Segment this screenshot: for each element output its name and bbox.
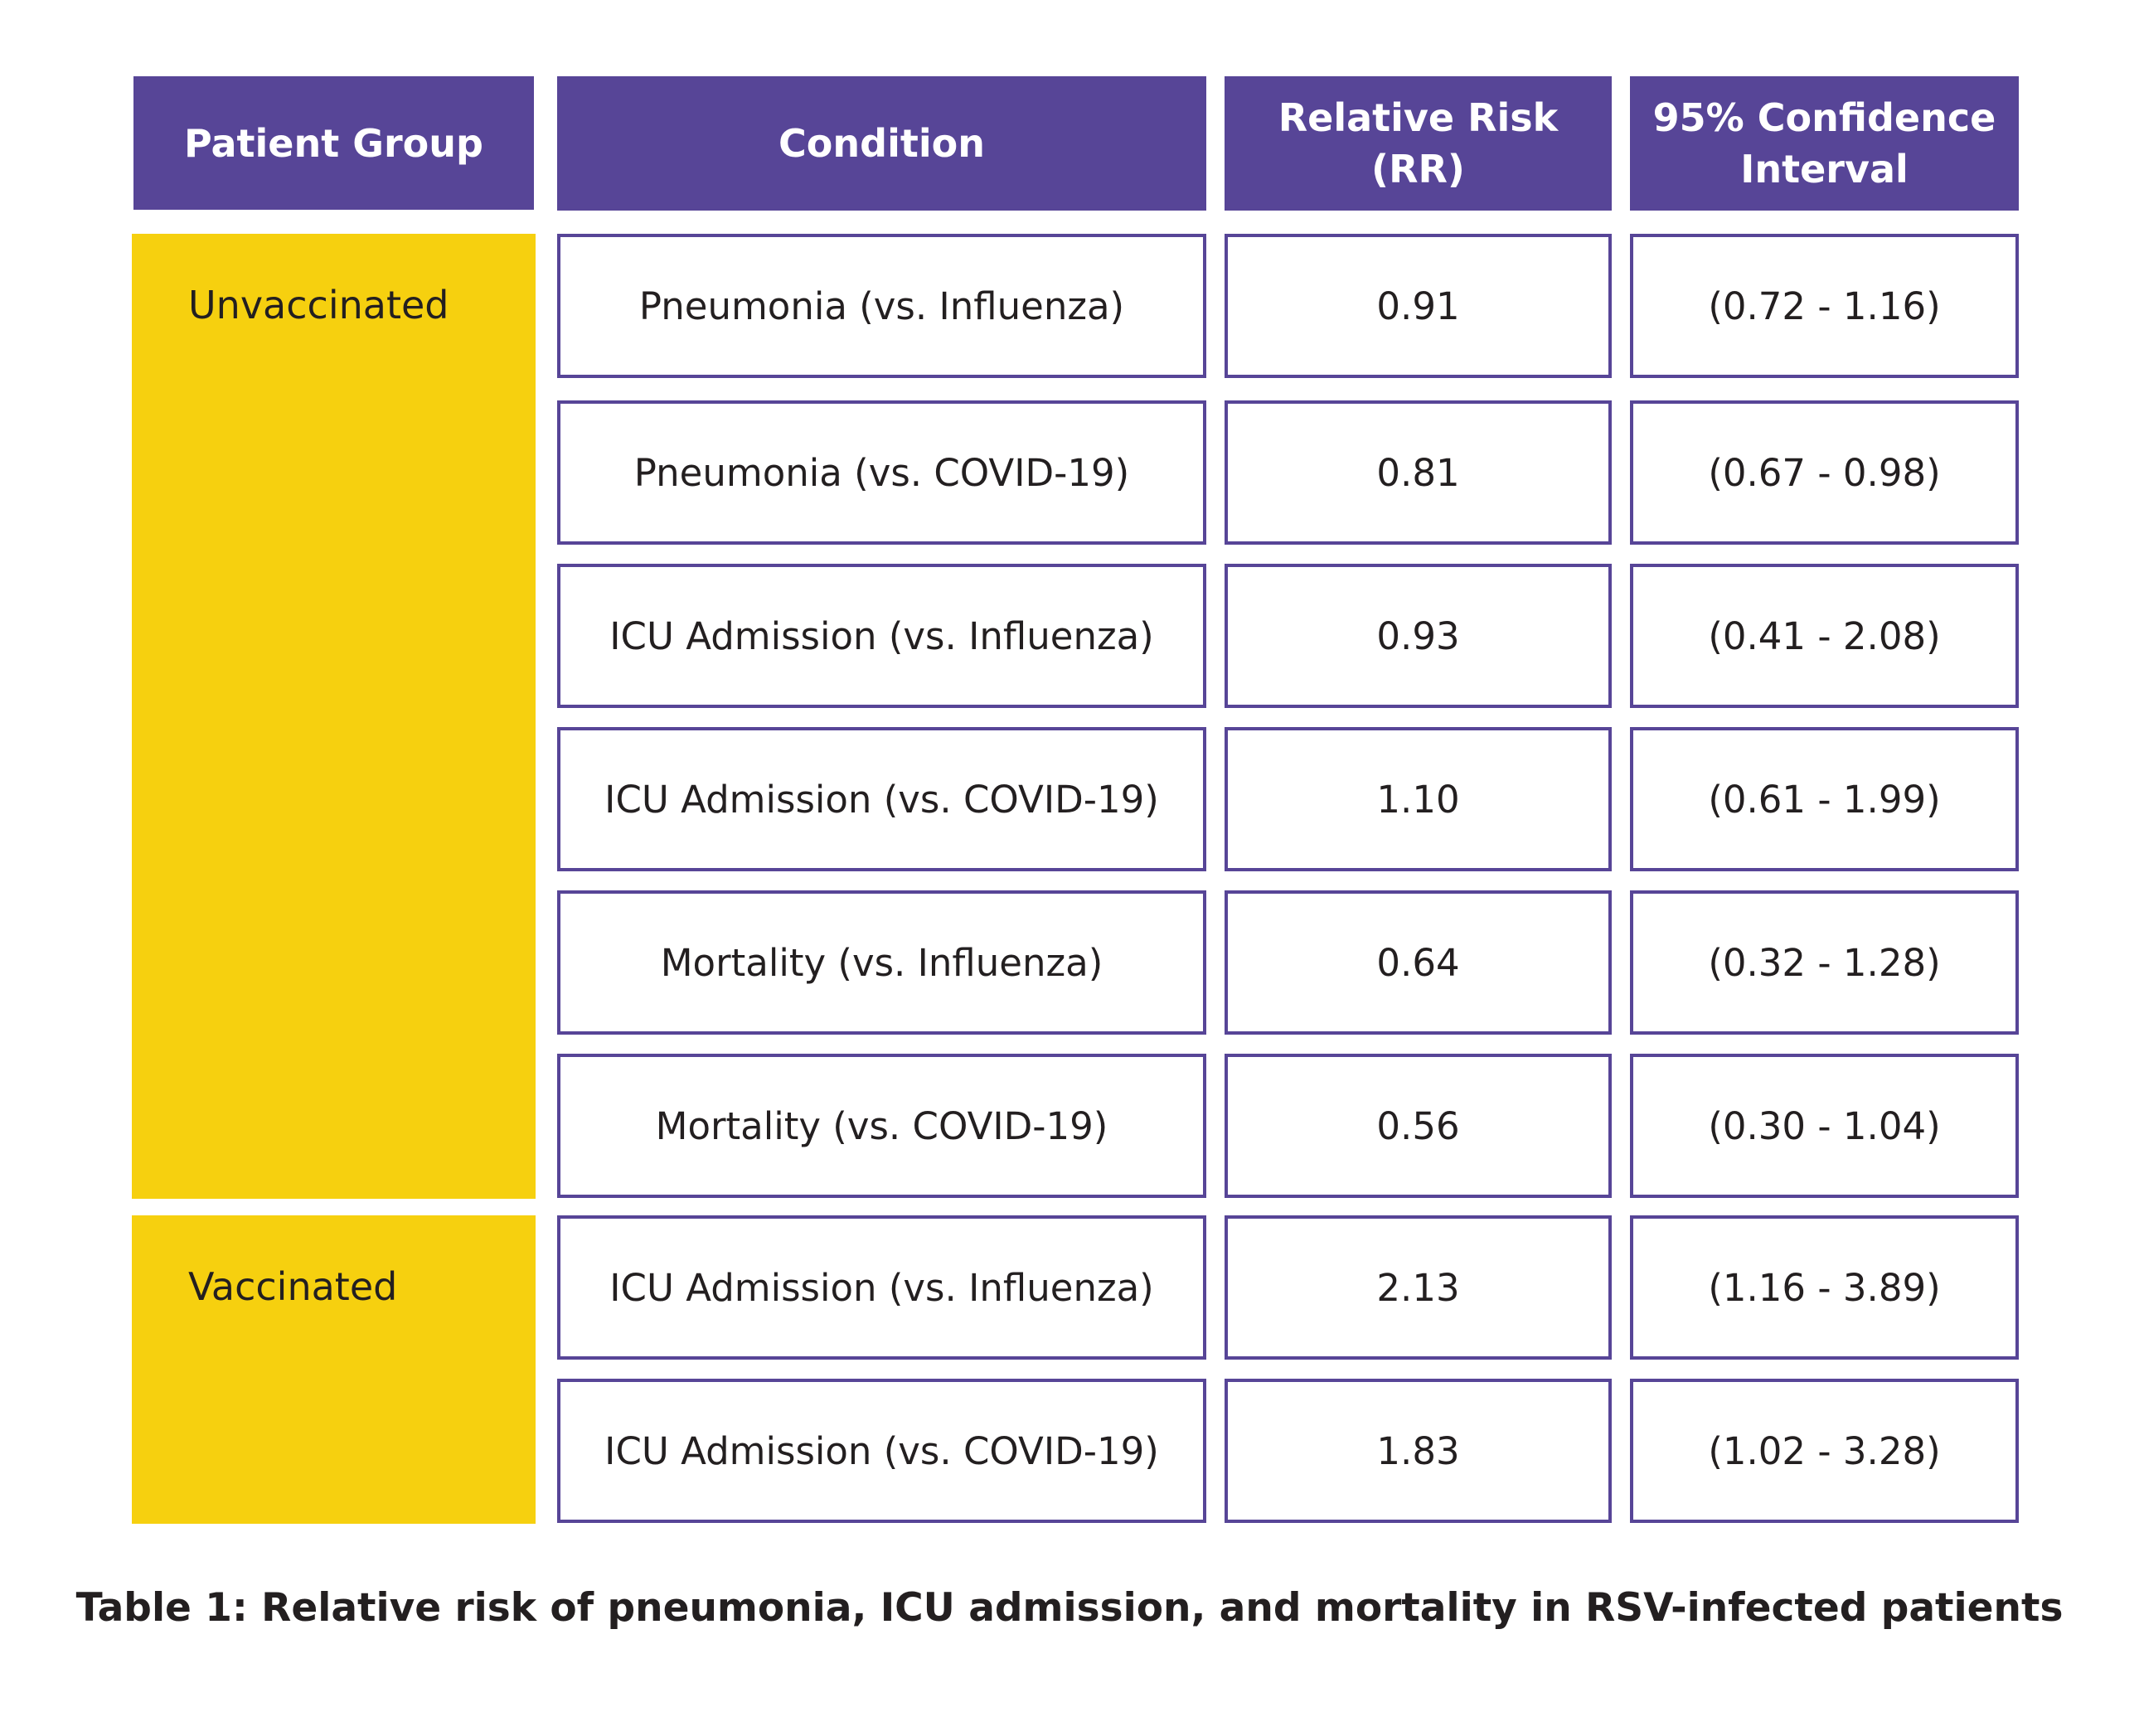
ci-cell: (0.32 - 1.28) bbox=[1630, 890, 2019, 1035]
condition-cell: Pneumonia (vs. Influenza) bbox=[557, 234, 1206, 378]
group-vaccinated: Vaccinated bbox=[132, 1215, 536, 1524]
ci-cell: (0.30 - 1.04) bbox=[1630, 1054, 2019, 1198]
condition-cell: ICU Admission (vs. Influenza) bbox=[557, 564, 1206, 708]
header-condition: Condition bbox=[557, 76, 1206, 211]
condition-cell: Mortality (vs. Influenza) bbox=[557, 890, 1206, 1035]
table-caption: Table 1: Relative risk of pneumonia, ICU… bbox=[75, 1585, 2064, 1631]
header-condition-line-1: Condition bbox=[778, 121, 985, 166]
rr-cell: 1.83 bbox=[1225, 1379, 1612, 1523]
condition-cell: ICU Admission (vs. COVID-19) bbox=[557, 1379, 1206, 1523]
rr-cell: 0.81 bbox=[1225, 400, 1612, 545]
rr-cell: 0.64 bbox=[1225, 890, 1612, 1035]
header-patient-group: Patient Group bbox=[133, 76, 534, 210]
condition-cell: ICU Admission (vs. Influenza) bbox=[557, 1215, 1206, 1360]
condition-cell: ICU Admission (vs. COVID-19) bbox=[557, 727, 1206, 871]
rr-cell: 1.10 bbox=[1225, 727, 1612, 871]
ci-cell: (0.72 - 1.16) bbox=[1630, 234, 2019, 378]
ci-cell: (1.16 - 3.89) bbox=[1630, 1215, 2019, 1360]
header-relative-risk-line-2: (RR) bbox=[1371, 147, 1465, 192]
ci-cell: (1.02 - 3.28) bbox=[1630, 1379, 2019, 1523]
condition-cell: Mortality (vs. COVID-19) bbox=[557, 1054, 1206, 1198]
header-patient-group-line-1: Patient Group bbox=[184, 120, 483, 166]
header-relative-risk: Relative Risk (RR) bbox=[1225, 76, 1612, 211]
rr-cell: 0.93 bbox=[1225, 564, 1612, 708]
header-relative-risk-line-1: Relative Risk bbox=[1278, 95, 1559, 140]
rr-cell: 2.13 bbox=[1225, 1215, 1612, 1360]
header-confidence-interval: 95% Confidence Interval bbox=[1630, 76, 2019, 211]
header-confidence-interval-line-1: 95% Confidence bbox=[1652, 95, 1996, 140]
header-confidence-interval-line-2: Interval bbox=[1740, 147, 1909, 192]
ci-cell: (0.67 - 0.98) bbox=[1630, 400, 2019, 545]
condition-cell: Pneumonia (vs. COVID-19) bbox=[557, 400, 1206, 545]
group-unvaccinated: Unvaccinated bbox=[132, 234, 536, 1199]
rr-cell: 0.91 bbox=[1225, 234, 1612, 378]
rr-cell: 0.56 bbox=[1225, 1054, 1612, 1198]
ci-cell: (0.41 - 2.08) bbox=[1630, 564, 2019, 708]
ci-cell: (0.61 - 1.99) bbox=[1630, 727, 2019, 871]
